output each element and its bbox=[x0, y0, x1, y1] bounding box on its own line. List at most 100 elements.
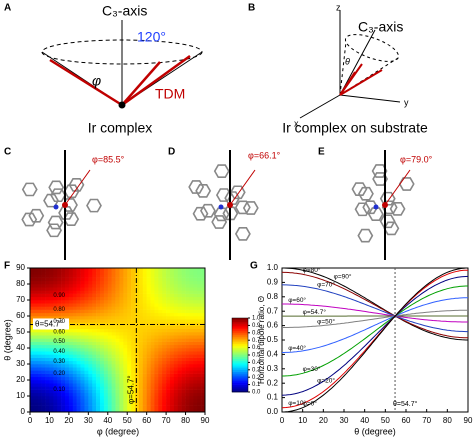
heat-cell bbox=[115, 290, 120, 294]
heat-cell bbox=[158, 300, 163, 304]
heat-cell bbox=[170, 351, 175, 355]
heat-cell bbox=[181, 364, 186, 368]
heat-cell bbox=[96, 383, 101, 387]
heat-cell bbox=[146, 290, 151, 294]
heat-cell bbox=[41, 364, 46, 368]
heat-cell bbox=[162, 405, 167, 410]
heat-cell bbox=[84, 271, 89, 275]
colorbar-cell bbox=[232, 390, 248, 393]
tdm-vector bbox=[49, 58, 123, 107]
heat-cell bbox=[135, 351, 140, 355]
heat-cell bbox=[123, 338, 128, 342]
heat-cell bbox=[115, 399, 120, 403]
heat-cell bbox=[45, 354, 50, 358]
heat-cell bbox=[127, 364, 132, 368]
heat-cell bbox=[45, 338, 50, 342]
heat-cell bbox=[138, 300, 144, 304]
heat-cell bbox=[72, 380, 77, 384]
heat-cell bbox=[170, 357, 175, 362]
heat-cell bbox=[115, 335, 120, 339]
heat-cell bbox=[80, 399, 85, 403]
heat-cell bbox=[68, 357, 74, 362]
heat-cell bbox=[49, 338, 54, 342]
heat-cell bbox=[197, 322, 202, 326]
heat-cell bbox=[201, 396, 206, 400]
heat-cell bbox=[53, 341, 58, 346]
heat-cell bbox=[193, 367, 198, 371]
heat-cell bbox=[65, 351, 70, 355]
angle-label: 120° bbox=[137, 29, 166, 45]
line-plot: 0 10 20 30 40 50 60 70 80 900.00.10.20.30.40.50.6… bbox=[267, 263, 473, 425]
heat-cell bbox=[123, 287, 128, 291]
heat-cell bbox=[146, 383, 151, 387]
heat-cell bbox=[181, 290, 186, 294]
heat-cell bbox=[146, 364, 151, 368]
heat-cell bbox=[181, 277, 186, 282]
heat-cell bbox=[76, 300, 81, 304]
heat-cell bbox=[61, 389, 66, 394]
heat-cell bbox=[173, 332, 179, 336]
heat-cell bbox=[158, 277, 163, 282]
heat-cell bbox=[107, 399, 112, 403]
heat-cell bbox=[158, 364, 163, 368]
heat-cell bbox=[115, 325, 120, 330]
heat-cell bbox=[162, 396, 167, 400]
heat-cell bbox=[103, 328, 109, 333]
heat-cell bbox=[92, 402, 97, 406]
colorbar-cell bbox=[232, 318, 248, 321]
heat-cell bbox=[127, 360, 132, 365]
heat-cell bbox=[135, 354, 140, 358]
heat-cell bbox=[158, 309, 163, 314]
heat-cell bbox=[162, 287, 167, 291]
heat-cell bbox=[131, 383, 136, 387]
heat-cell bbox=[138, 386, 144, 390]
colorbar-cell bbox=[232, 369, 248, 372]
heat-cell bbox=[53, 380, 58, 384]
heat-cell bbox=[135, 376, 140, 381]
heat-cell bbox=[96, 399, 101, 403]
heat-cell bbox=[68, 332, 74, 336]
heat-cell bbox=[65, 386, 70, 390]
heat-cell bbox=[96, 332, 101, 336]
heat-cell bbox=[201, 316, 206, 320]
heat-cell bbox=[185, 370, 190, 374]
heat-cell bbox=[103, 383, 109, 387]
contour-label: 0.60 bbox=[53, 330, 65, 336]
heat-cell bbox=[53, 300, 58, 304]
heat-cell bbox=[96, 287, 101, 291]
heat-cell bbox=[92, 287, 97, 291]
heat-cell bbox=[107, 380, 112, 384]
heat-cell bbox=[49, 402, 54, 406]
heat-cell bbox=[107, 351, 112, 355]
colorbar-cell bbox=[232, 379, 248, 382]
heat-cell bbox=[115, 309, 120, 314]
heat-cell bbox=[100, 344, 105, 349]
heat-cell bbox=[96, 392, 101, 397]
ring bbox=[58, 206, 75, 220]
heat-cell bbox=[170, 277, 175, 282]
heat-cell bbox=[45, 405, 50, 410]
heat-cell bbox=[181, 360, 186, 365]
heat-cell bbox=[107, 303, 112, 307]
heat-cell bbox=[76, 373, 81, 378]
heat-cell bbox=[131, 277, 136, 282]
heat-cell bbox=[131, 392, 136, 397]
heat-cell bbox=[37, 284, 42, 288]
heat-cell bbox=[162, 360, 167, 365]
heat-cell bbox=[88, 316, 93, 320]
heat-cell bbox=[61, 376, 66, 381]
heat-cell bbox=[45, 312, 50, 317]
heat-cell bbox=[88, 367, 93, 371]
heat-cell bbox=[57, 284, 62, 288]
heat-cell bbox=[127, 367, 132, 371]
heat-cell bbox=[33, 344, 39, 349]
heat-cell bbox=[65, 405, 70, 410]
heat-cell bbox=[131, 328, 136, 333]
heat-cell bbox=[88, 341, 93, 346]
heat-cell bbox=[72, 399, 77, 403]
heat-cell bbox=[41, 399, 46, 403]
colorbar-cell bbox=[232, 367, 248, 371]
heat-cell bbox=[173, 284, 179, 288]
heat-cell bbox=[72, 293, 77, 298]
heat-cell bbox=[189, 300, 194, 304]
